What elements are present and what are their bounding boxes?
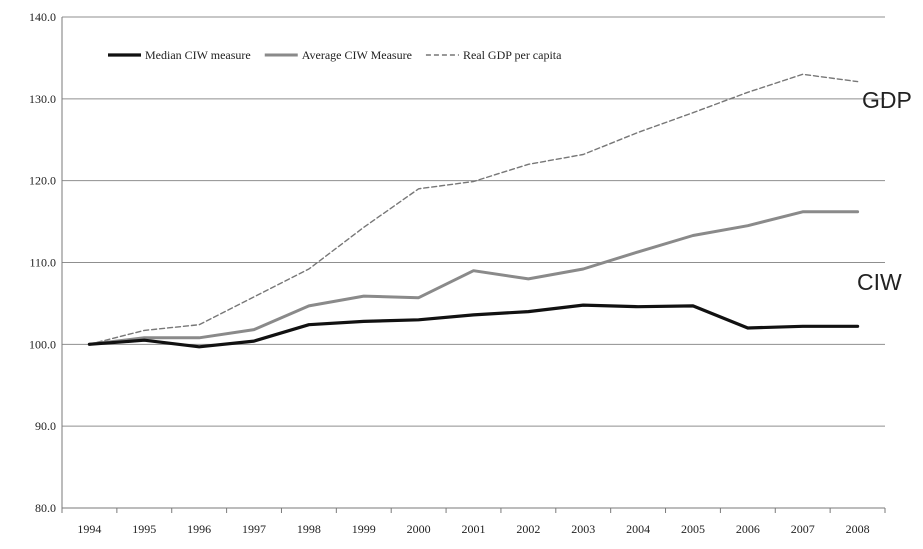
x-tick-label: 2004 xyxy=(626,522,650,536)
axes xyxy=(61,17,886,513)
series-line-3 xyxy=(88,73,859,345)
x-tick-label: 2001 xyxy=(462,522,486,536)
x-tick-label: 1994 xyxy=(77,522,101,536)
annotation-ciw: CIW xyxy=(857,269,902,295)
y-tick-label: 120.0 xyxy=(29,174,56,188)
x-tick-label: 2006 xyxy=(736,522,760,536)
series-line-1 xyxy=(87,303,860,349)
y-tick-label: 130.0 xyxy=(29,92,56,106)
series-lines xyxy=(87,73,860,349)
x-tick-label: 2008 xyxy=(846,522,870,536)
y-tick-label: 90.0 xyxy=(35,419,56,433)
series-line-2 xyxy=(87,210,860,346)
x-tick-label: 1995 xyxy=(132,522,156,536)
x-tick-label: 2005 xyxy=(681,522,705,536)
annotations: GDP CIW xyxy=(857,87,912,295)
x-tick-label: 1997 xyxy=(242,522,266,536)
y-tick-label: 80.0 xyxy=(35,501,56,515)
gridlines xyxy=(62,16,885,509)
legend-label-2: Average CIW Measure xyxy=(302,48,412,62)
annotation-gdp: GDP xyxy=(862,87,912,113)
y-tick-label: 110.0 xyxy=(29,256,56,270)
y-tick-label: 100.0 xyxy=(29,337,56,351)
x-tick-label: 1998 xyxy=(297,522,321,536)
legend: Median CIW measure Average CIW Measure Rea… xyxy=(108,48,562,62)
x-tick-label: 1999 xyxy=(352,522,376,536)
x-tick-label: 2003 xyxy=(571,522,595,536)
legend-label-3: Real GDP per capita xyxy=(463,48,562,62)
x-tick-label: 2000 xyxy=(407,522,431,536)
y-tick-labels: 80.0 90.0 100.0 110.0 120.0 130.0 140.0 xyxy=(29,10,56,515)
x-tick-labels: 1994 1995 1996 1997 1998 1999 2000 2001 2002 2003… xyxy=(77,522,869,536)
x-tick-label: 2002 xyxy=(516,522,540,536)
y-tick-label: 140.0 xyxy=(29,10,56,24)
legend-label-1: Median CIW measure xyxy=(145,48,251,62)
x-tick-label: 1996 xyxy=(187,522,211,536)
x-tick-label: 2007 xyxy=(791,522,815,536)
